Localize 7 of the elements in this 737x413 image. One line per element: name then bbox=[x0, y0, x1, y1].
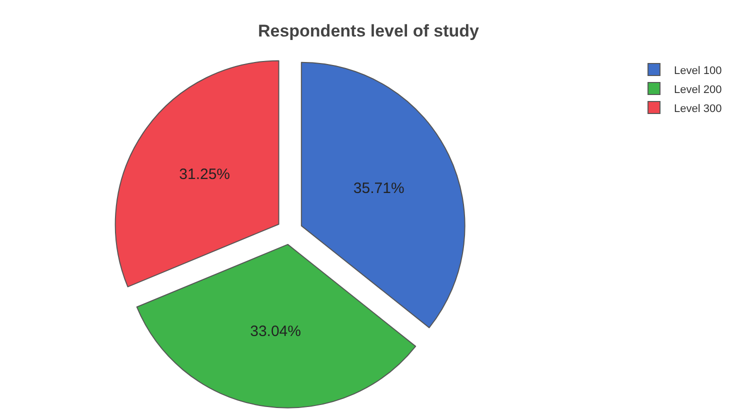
data-label: 33.04% bbox=[250, 322, 301, 340]
data-label: 35.71% bbox=[353, 180, 404, 198]
legend-label: Level 200 bbox=[674, 84, 722, 96]
chart-title: Respondents level of study bbox=[258, 22, 480, 41]
legend-label: Level 300 bbox=[674, 102, 722, 115]
legend-label: Level 100 bbox=[674, 64, 722, 77]
data-label: 31.25% bbox=[179, 166, 230, 184]
